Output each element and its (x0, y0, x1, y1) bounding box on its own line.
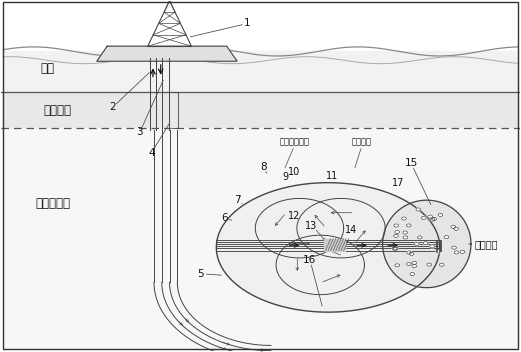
Circle shape (416, 208, 420, 211)
Text: 10: 10 (288, 167, 301, 177)
Text: 8: 8 (260, 162, 266, 172)
Text: 16: 16 (303, 254, 316, 265)
Text: 15: 15 (405, 158, 418, 168)
Text: 2: 2 (109, 102, 116, 112)
Circle shape (428, 215, 432, 218)
Text: 回填泥沙: 回填泥沙 (475, 239, 498, 249)
Circle shape (421, 216, 426, 219)
Text: 海水: 海水 (41, 62, 55, 75)
Circle shape (444, 235, 449, 239)
Text: 9: 9 (282, 172, 289, 182)
Circle shape (393, 247, 398, 250)
Circle shape (394, 224, 399, 227)
Circle shape (430, 218, 435, 221)
Circle shape (439, 263, 444, 266)
Circle shape (460, 250, 465, 253)
Circle shape (412, 265, 417, 268)
Text: 11: 11 (326, 171, 338, 181)
Circle shape (407, 251, 412, 254)
Text: 水合物矿层: 水合物矿层 (35, 197, 70, 210)
Circle shape (454, 227, 458, 230)
Text: 7: 7 (234, 195, 240, 205)
Text: 4: 4 (148, 148, 155, 158)
Circle shape (430, 245, 435, 248)
Circle shape (414, 243, 419, 246)
Circle shape (406, 224, 411, 227)
Text: 14: 14 (345, 225, 357, 235)
Text: 复合破碎扩径: 复合破碎扩径 (279, 137, 309, 146)
Circle shape (452, 246, 456, 249)
Circle shape (423, 241, 428, 245)
Circle shape (403, 231, 407, 234)
Circle shape (412, 261, 417, 264)
Text: 5: 5 (197, 269, 204, 279)
Polygon shape (324, 239, 345, 251)
Circle shape (409, 252, 414, 256)
Circle shape (395, 231, 400, 234)
Circle shape (417, 236, 422, 239)
Circle shape (427, 263, 431, 266)
Text: 3: 3 (137, 127, 143, 137)
Text: 13: 13 (305, 221, 317, 231)
Text: 17: 17 (392, 178, 404, 188)
Circle shape (410, 272, 415, 276)
Circle shape (392, 247, 397, 250)
Text: 1: 1 (244, 18, 251, 29)
Circle shape (394, 234, 399, 238)
Polygon shape (382, 200, 471, 288)
Text: 6: 6 (221, 213, 228, 223)
Circle shape (395, 264, 400, 267)
Circle shape (402, 217, 406, 220)
Text: 12: 12 (288, 211, 301, 221)
Circle shape (406, 263, 411, 266)
Text: 覆盖泥层: 覆盖泥层 (44, 103, 72, 117)
Circle shape (436, 250, 441, 253)
Polygon shape (97, 46, 237, 61)
Circle shape (432, 217, 437, 220)
Circle shape (438, 213, 443, 216)
Circle shape (451, 225, 455, 228)
Circle shape (403, 236, 408, 239)
Polygon shape (216, 183, 440, 312)
Text: 液化收集: 液化收集 (352, 137, 372, 146)
Circle shape (454, 251, 459, 254)
